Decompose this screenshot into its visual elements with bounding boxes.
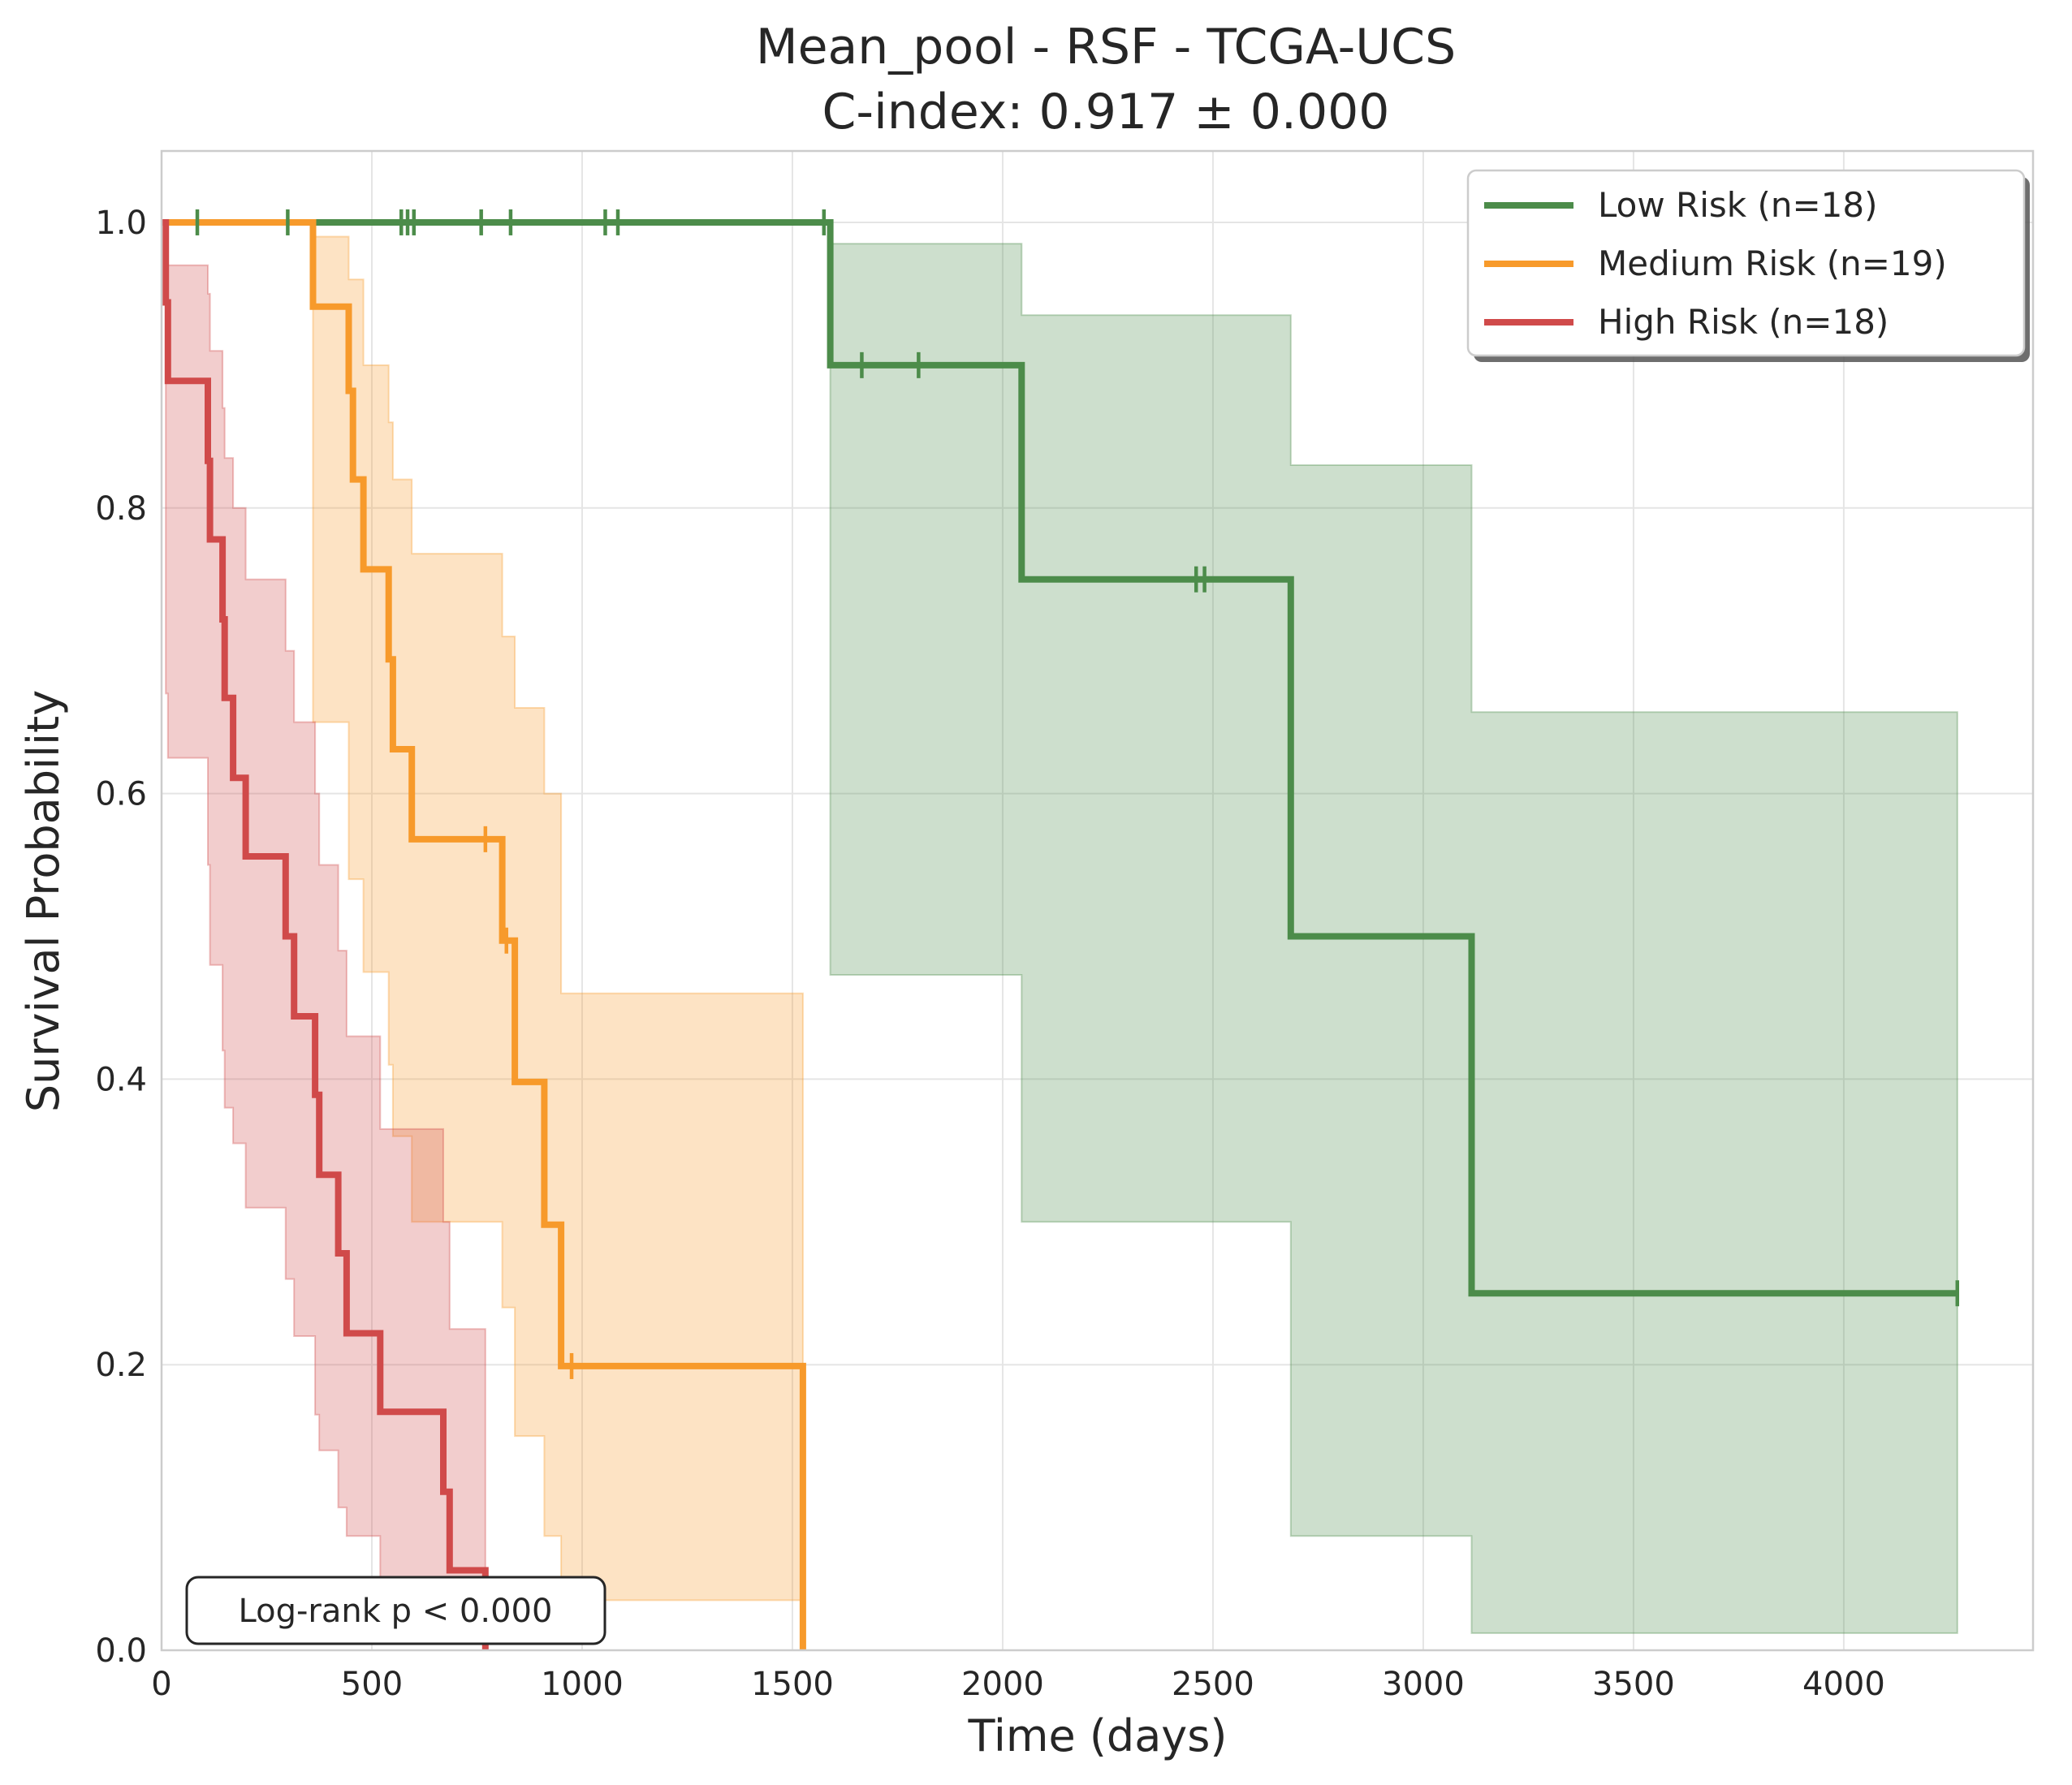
x-axis-label: Time (days) <box>968 1710 1228 1761</box>
x-tick-label: 1500 <box>751 1666 834 1703</box>
logrank-text: Log-rank p < 0.000 <box>239 1593 553 1630</box>
chart-subtitle: C-index: 0.917 ± 0.000 <box>822 84 1390 140</box>
y-tick-label: 1.0 <box>95 205 147 242</box>
survival-curves <box>162 219 1958 1650</box>
x-tick-label: 2500 <box>1172 1666 1254 1703</box>
x-tick-label: 4000 <box>1802 1666 1885 1703</box>
censor-marks <box>195 209 1960 1379</box>
y-tick-label: 0.8 <box>95 490 147 528</box>
ci-band-medium <box>162 222 804 1602</box>
y-tick-label: 0.6 <box>95 776 147 813</box>
x-tick-label: 2000 <box>961 1666 1044 1703</box>
x-tick-labels: 0 500 1000 1500 2000 2500 3000 3500 4000 <box>151 1666 1885 1703</box>
x-tick-label: 3500 <box>1592 1666 1675 1703</box>
confidence-bands <box>162 222 1958 1645</box>
x-tick-label: 1000 <box>541 1666 624 1703</box>
logrank-annotation: Log-rank p < 0.000 <box>185 1576 606 1645</box>
survival-line-medium <box>162 219 806 1650</box>
legend-label-high: High Risk (n=18) <box>1598 302 1889 342</box>
annotation-box <box>185 1576 606 1645</box>
legend: Low Risk (n=18) Medium Risk (n=19) High Ri… <box>1466 169 2030 362</box>
y-tick-labels: 0.0 0.2 0.4 0.6 0.8 1.0 <box>95 205 147 1670</box>
y-tick-label: 0.2 <box>95 1347 147 1384</box>
legend-items: Low Risk (n=18) Medium Risk (n=19) High Ri… <box>1484 185 1947 342</box>
legend-label-medium: Medium Risk (n=19) <box>1598 244 1947 283</box>
legend-box <box>1466 169 2026 357</box>
y-tick-label: 0.0 <box>95 1632 147 1670</box>
ci-band-low <box>162 222 1958 1634</box>
survival-line-low <box>162 219 1958 1297</box>
ci-band-high <box>162 222 486 1645</box>
survival-line-high <box>162 219 489 1650</box>
x-tick-label: 500 <box>341 1666 403 1703</box>
x-tick-label: 0 <box>151 1666 171 1703</box>
y-axis-label: Survival Probability <box>18 690 69 1112</box>
x-tick-label: 3000 <box>1382 1666 1465 1703</box>
plot-frame <box>160 149 2035 1652</box>
legend-label-low: Low Risk (n=18) <box>1598 185 1878 225</box>
chart-title: Mean_pool - RSF - TCGA-UCS <box>756 19 1456 75</box>
y-tick-label: 0.4 <box>95 1061 147 1098</box>
